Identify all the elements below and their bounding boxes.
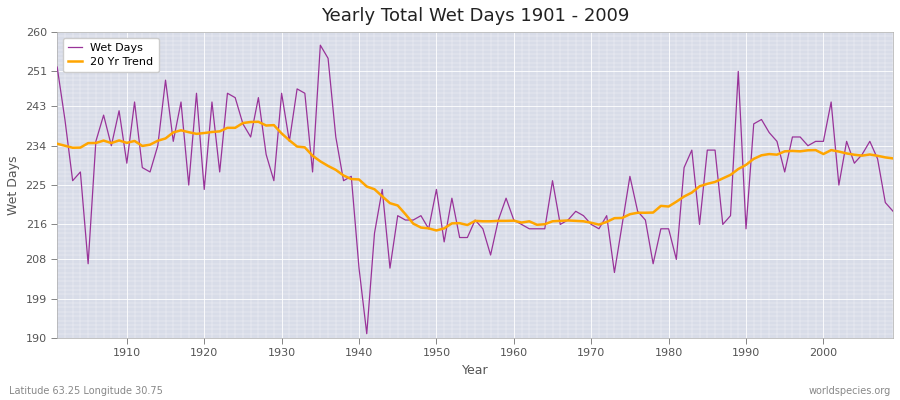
- 20 Yr Trend: [887, 156, 898, 161]
- Wet Days: [516, 222, 526, 227]
- 20 Yr Trend: [52, 141, 63, 146]
- Line: Wet Days: Wet Days: [58, 45, 893, 334]
- Wet Days: [52, 65, 63, 70]
- 20 Yr Trend: [431, 228, 442, 233]
- Legend: Wet Days, 20 Yr Trend: Wet Days, 20 Yr Trend: [63, 38, 159, 72]
- 20 Yr Trend: [253, 119, 264, 124]
- Wet Days: [362, 331, 373, 336]
- 20 Yr Trend: [113, 138, 124, 143]
- 20 Yr Trend: [524, 219, 535, 224]
- Wet Days: [315, 43, 326, 48]
- Title: Yearly Total Wet Days 1901 - 2009: Yearly Total Wet Days 1901 - 2009: [321, 7, 629, 25]
- 20 Yr Trend: [616, 216, 627, 220]
- Wet Days: [338, 178, 349, 183]
- 20 Yr Trend: [292, 144, 302, 149]
- Wet Days: [887, 209, 898, 214]
- Wet Days: [524, 226, 535, 231]
- Wet Days: [113, 108, 124, 113]
- 20 Yr Trend: [338, 173, 349, 178]
- X-axis label: Year: Year: [462, 364, 489, 377]
- Wet Days: [616, 222, 627, 227]
- Line: 20 Yr Trend: 20 Yr Trend: [58, 122, 893, 230]
- Text: worldspecies.org: worldspecies.org: [809, 386, 891, 396]
- Text: Latitude 63.25 Longitude 30.75: Latitude 63.25 Longitude 30.75: [9, 386, 163, 396]
- 20 Yr Trend: [516, 220, 526, 225]
- Wet Days: [284, 139, 295, 144]
- Y-axis label: Wet Days: Wet Days: [7, 155, 20, 215]
